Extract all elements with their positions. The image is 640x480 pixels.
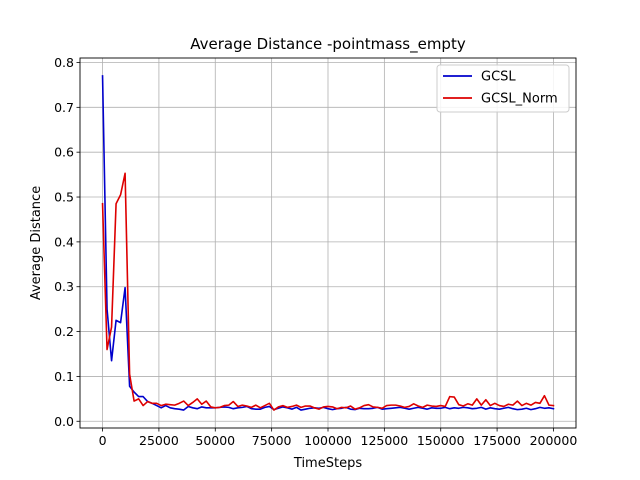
y-axis-label: Average Distance — [29, 186, 44, 300]
legend: GCSL GCSL_Norm — [436, 64, 570, 113]
legend-label-gcsl: GCSL — [481, 70, 516, 85]
y-tick-label: 0.6 — [54, 145, 74, 160]
x-tick-label: 200000 — [530, 433, 578, 448]
legend-label-gcsl-norm: GCSL_Norm — [481, 92, 558, 107]
x-tick-label: 25000 — [139, 433, 179, 448]
series-line-gcsl — [101, 75, 555, 411]
y-tick-label: 0.7 — [54, 100, 74, 115]
y-tick-label: 0.1 — [54, 369, 74, 384]
x-tick-label: 150000 — [417, 433, 465, 448]
y-tick-label: 0.8 — [54, 55, 74, 70]
x-tick-label: 0 — [99, 433, 107, 448]
x-tick-label: 125000 — [361, 433, 409, 448]
x-tick-label: 100000 — [304, 433, 352, 448]
y-tick-label: 0.5 — [54, 190, 74, 205]
y-axis: 0.0 0.1 0.2 0.3 0.4 0.5 0.6 0.7 0.8 — [54, 55, 80, 429]
y-tick-label: 0.4 — [54, 234, 74, 249]
x-axis: 0 25000 50000 75000 100000 125000 150000 175000… — [99, 428, 578, 448]
y-tick-label: 0.3 — [54, 279, 74, 294]
y-tick-label: 0.2 — [54, 324, 74, 339]
x-tick-label: 175000 — [473, 433, 521, 448]
x-tick-label: 75000 — [252, 433, 292, 448]
grid-lines — [80, 58, 576, 428]
chart-title: Average Distance -pointmass_empty — [190, 35, 466, 54]
x-tick-label: 50000 — [195, 433, 235, 448]
y-tick-label: 0.0 — [54, 414, 74, 429]
x-axis-label: TimeSteps — [293, 456, 362, 471]
series-layer — [101, 75, 555, 411]
series-line-gcsl-norm — [101, 172, 555, 411]
